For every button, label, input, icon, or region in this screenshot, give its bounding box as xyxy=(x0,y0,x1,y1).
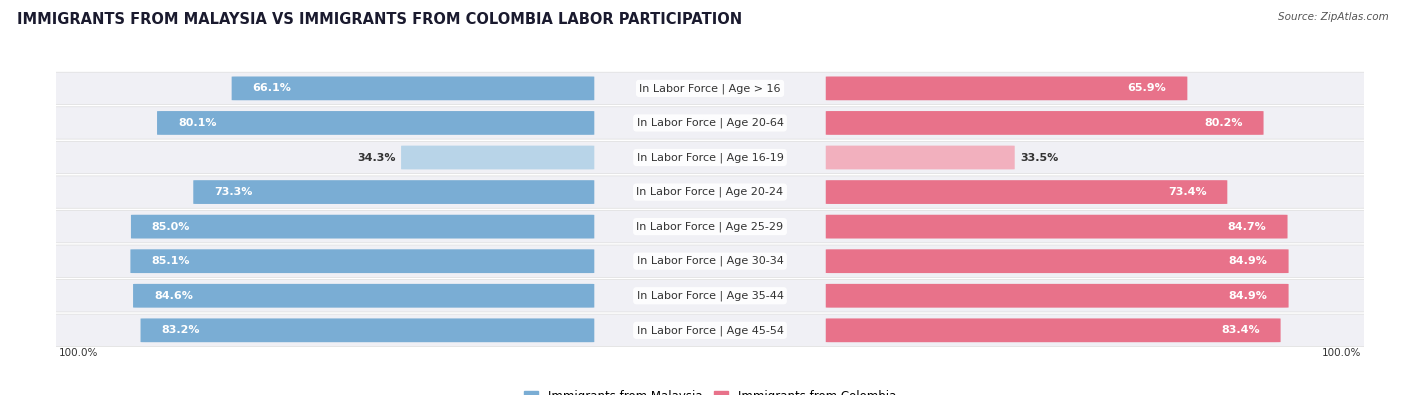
FancyBboxPatch shape xyxy=(141,318,595,342)
Text: In Labor Force | Age 20-64: In Labor Force | Age 20-64 xyxy=(637,118,783,128)
Text: 80.1%: 80.1% xyxy=(179,118,217,128)
FancyBboxPatch shape xyxy=(825,215,1288,239)
Text: 83.4%: 83.4% xyxy=(1220,325,1260,335)
Text: 83.2%: 83.2% xyxy=(162,325,200,335)
Text: 73.3%: 73.3% xyxy=(214,187,253,197)
FancyBboxPatch shape xyxy=(48,141,1372,174)
Legend: Immigrants from Malaysia, Immigrants from Colombia: Immigrants from Malaysia, Immigrants fro… xyxy=(524,389,896,395)
FancyBboxPatch shape xyxy=(48,211,1372,243)
Text: 73.4%: 73.4% xyxy=(1168,187,1206,197)
FancyBboxPatch shape xyxy=(48,72,1372,105)
FancyBboxPatch shape xyxy=(232,77,595,100)
Text: In Labor Force | Age 30-34: In Labor Force | Age 30-34 xyxy=(637,256,783,267)
Text: 84.7%: 84.7% xyxy=(1227,222,1267,231)
Text: In Labor Force | Age 16-19: In Labor Force | Age 16-19 xyxy=(637,152,783,163)
FancyBboxPatch shape xyxy=(48,280,1372,312)
Text: In Labor Force | Age 45-54: In Labor Force | Age 45-54 xyxy=(637,325,783,336)
Text: 100.0%: 100.0% xyxy=(59,348,98,357)
Text: 66.1%: 66.1% xyxy=(253,83,291,93)
FancyBboxPatch shape xyxy=(131,215,595,239)
FancyBboxPatch shape xyxy=(825,111,1264,135)
FancyBboxPatch shape xyxy=(401,146,595,169)
Text: In Labor Force | Age 25-29: In Labor Force | Age 25-29 xyxy=(637,221,783,232)
FancyBboxPatch shape xyxy=(134,284,595,308)
FancyBboxPatch shape xyxy=(825,180,1227,204)
FancyBboxPatch shape xyxy=(48,107,1372,139)
FancyBboxPatch shape xyxy=(131,249,595,273)
Text: 84.6%: 84.6% xyxy=(155,291,193,301)
Text: 65.9%: 65.9% xyxy=(1128,83,1167,93)
Text: In Labor Force | Age > 16: In Labor Force | Age > 16 xyxy=(640,83,780,94)
Text: 33.5%: 33.5% xyxy=(1019,152,1059,162)
FancyBboxPatch shape xyxy=(193,180,595,204)
Text: 85.1%: 85.1% xyxy=(152,256,190,266)
Text: In Labor Force | Age 35-44: In Labor Force | Age 35-44 xyxy=(637,290,783,301)
Text: 100.0%: 100.0% xyxy=(1322,348,1361,357)
FancyBboxPatch shape xyxy=(825,318,1281,342)
FancyBboxPatch shape xyxy=(825,146,1015,169)
Text: 80.2%: 80.2% xyxy=(1204,118,1243,128)
Text: 84.9%: 84.9% xyxy=(1229,291,1268,301)
FancyBboxPatch shape xyxy=(157,111,595,135)
Text: 85.0%: 85.0% xyxy=(152,222,190,231)
FancyBboxPatch shape xyxy=(825,249,1288,273)
FancyBboxPatch shape xyxy=(825,284,1288,308)
FancyBboxPatch shape xyxy=(825,77,1187,100)
FancyBboxPatch shape xyxy=(48,314,1372,346)
FancyBboxPatch shape xyxy=(48,176,1372,208)
Text: 34.3%: 34.3% xyxy=(357,152,396,162)
Text: In Labor Force | Age 20-24: In Labor Force | Age 20-24 xyxy=(637,187,783,198)
FancyBboxPatch shape xyxy=(48,245,1372,277)
Text: Source: ZipAtlas.com: Source: ZipAtlas.com xyxy=(1278,12,1389,22)
Text: IMMIGRANTS FROM MALAYSIA VS IMMIGRANTS FROM COLOMBIA LABOR PARTICIPATION: IMMIGRANTS FROM MALAYSIA VS IMMIGRANTS F… xyxy=(17,12,742,27)
Text: 84.9%: 84.9% xyxy=(1229,256,1268,266)
